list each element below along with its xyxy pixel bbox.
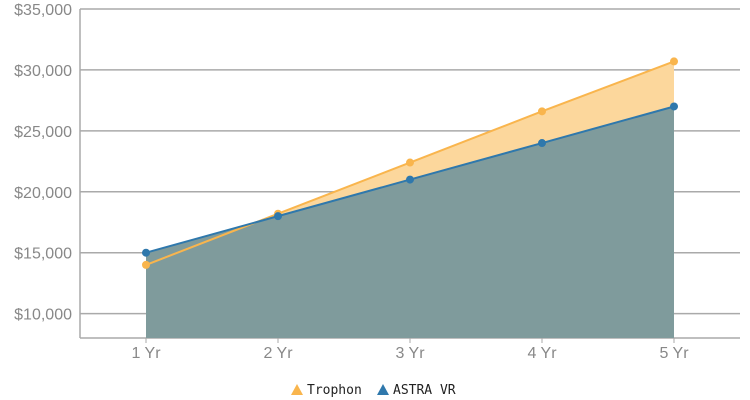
legend-label[interactable]: Trophon	[307, 383, 362, 398]
y-tick-label: $10,000	[14, 307, 72, 324]
y-tick-label: $15,000	[14, 246, 72, 263]
data-point[interactable]	[142, 248, 150, 257]
data-point[interactable]	[142, 260, 150, 269]
data-point[interactable]	[406, 158, 414, 167]
x-tick-label: 5 Yr	[659, 345, 689, 362]
legend-triangle-icon	[377, 384, 389, 395]
data-point[interactable]	[538, 139, 546, 148]
y-tick-label: $20,000	[14, 185, 72, 202]
area-shared	[146, 106, 674, 339]
x-tick-label: 1 Yr	[131, 345, 161, 362]
x-tick-label: 2 Yr	[263, 345, 293, 362]
data-point[interactable]	[538, 107, 546, 116]
legend-triangle-icon	[291, 384, 303, 395]
data-point[interactable]	[406, 175, 414, 184]
data-point[interactable]	[274, 212, 282, 221]
x-tick-label: 4 Yr	[527, 345, 557, 362]
y-tick-label: $35,000	[14, 2, 72, 19]
y-tick-label: $25,000	[14, 124, 72, 141]
data-point[interactable]	[670, 57, 678, 66]
x-tick-label: 3 Yr	[395, 345, 425, 362]
data-point[interactable]	[670, 102, 678, 111]
y-tick-label: $30,000	[14, 63, 72, 80]
legend-label[interactable]: ASTRA VR	[393, 383, 456, 398]
